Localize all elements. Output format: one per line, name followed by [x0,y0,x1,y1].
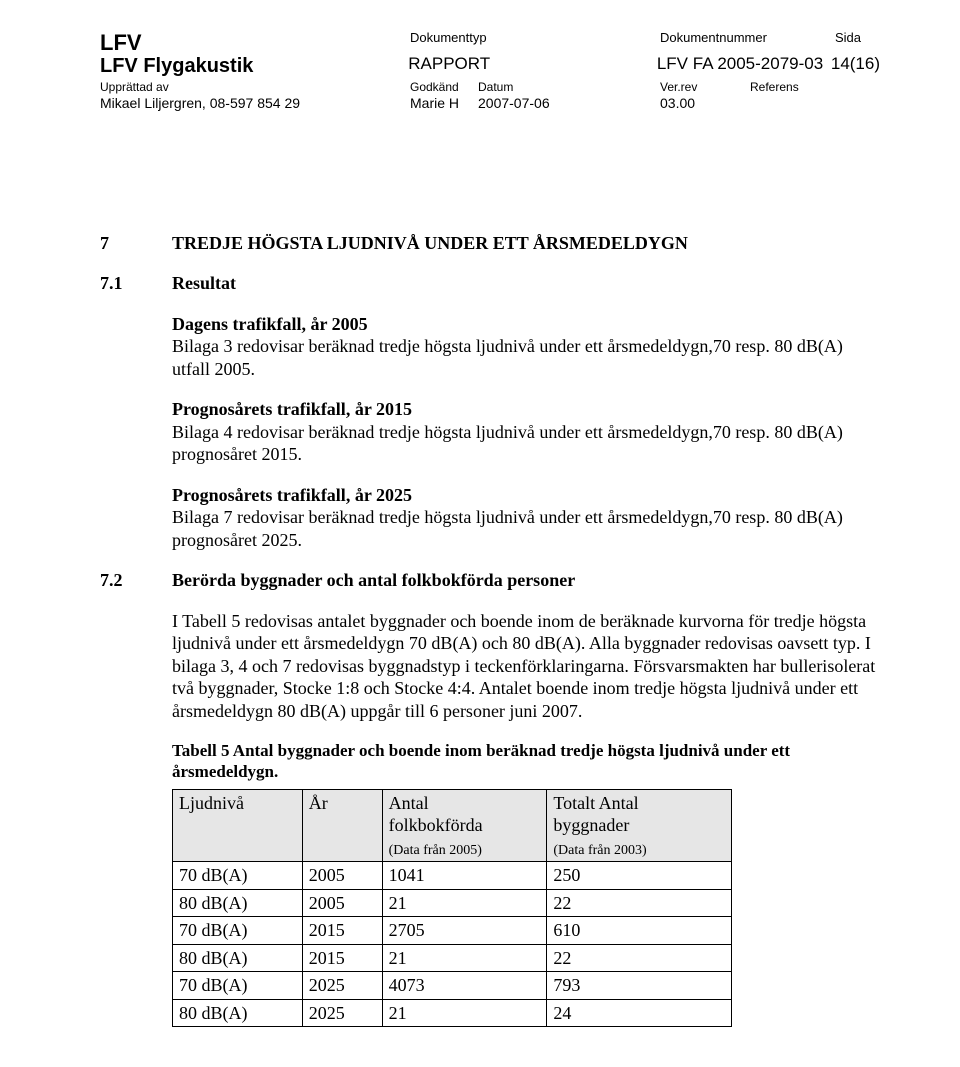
section-7-2-number: 7.2 [100,569,172,592]
section-7-2-heading: 7.2 Berörda byggnader och antal folkbokf… [100,569,880,592]
table-row: 80 dB(A) 2015 21 22 [173,944,732,972]
author-label: Upprättad av [100,80,410,94]
date-label: Datum [478,80,660,94]
doc-type-value: RAPPORT [408,54,657,78]
col-antal-line2: folkbokförda [389,815,483,835]
org-abbr: LFV [100,30,410,56]
section-7-2-body: I Tabell 5 redovisas antalet byggnader o… [172,610,880,723]
cell-ar: 2025 [302,972,382,1000]
table-body: 70 dB(A) 2005 1041 250 80 dB(A) 2005 21 … [173,862,732,1027]
paragraph-2005-body: Bilaga 3 redovisar beräknad tredje högst… [172,335,880,380]
cell-byggnader: 250 [547,862,732,890]
paragraph-2025: Prognosårets trafikfall, år 2025 Bilaga … [172,484,880,552]
approved-value: Marie H [410,95,478,112]
section-7-1-title: Resultat [172,272,236,295]
section-7-number: 7 [100,232,172,255]
col-totalt-line2: byggnader [553,815,629,835]
col-totalt-line1: Totalt Antal [553,793,638,813]
section-7-2-title: Berörda byggnader och antal folkbokförda… [172,569,575,592]
cell-byggnader: 610 [547,917,732,945]
cell-byggnader: 22 [547,889,732,917]
cell-ar: 2015 [302,944,382,972]
version-label: Ver.rev [660,80,750,94]
author-value: Mikael Liljergren, 08-597 854 29 [100,95,410,112]
cell-ljudniva: 70 dB(A) [173,917,303,945]
paragraph-2005-lead: Dagens trafikfall, år 2005 [172,313,880,336]
cell-antal: 2705 [382,917,547,945]
doc-number-label: Dokumentnummer [660,30,835,56]
cell-byggnader: 793 [547,972,732,1000]
paragraph-2025-lead: Prognosårets trafikfall, år 2025 [172,484,880,507]
section-7-1-number: 7.1 [100,272,172,295]
col-antal-sub: (Data från 2005) [389,843,482,858]
table-header-row: Ljudnivå År Antal folkbokförda (Data frå… [173,789,732,862]
section-7-title: TREDJE HÖGSTA LJUDNIVÅ UNDER ETT ÅRSMEDE… [172,232,688,255]
paragraph-2025-body: Bilaga 7 redovisar beräknad tredje högst… [172,506,880,551]
col-totalt-sub: (Data från 2003) [553,843,646,858]
section-7-heading: 7 TREDJE HÖGSTA LJUDNIVÅ UNDER ETT ÅRSME… [100,232,880,255]
approved-label: Godkänd [410,80,478,94]
org-dept: LFV Flygakustik [100,54,408,78]
section-7-1-heading: 7.1 Resultat [100,272,880,295]
doc-number-value: LFV FA 2005-2079-03 [657,54,831,78]
col-ar: År [302,789,382,862]
table-row: 80 dB(A) 2025 21 24 [173,999,732,1027]
cell-byggnader: 24 [547,999,732,1027]
cell-ljudniva: 70 dB(A) [173,972,303,1000]
table-row: 80 dB(A) 2005 21 22 [173,889,732,917]
paragraph-2015-lead: Prognosårets trafikfall, år 2015 [172,398,880,421]
cell-ljudniva: 80 dB(A) [173,944,303,972]
paragraph-2015: Prognosårets trafikfall, år 2015 Bilaga … [172,398,880,466]
table-5-caption: Tabell 5 Antal byggnader och boende inom… [172,740,880,783]
paragraph-2005: Dagens trafikfall, år 2005 Bilaga 3 redo… [172,313,880,381]
cell-ar: 2005 [302,862,382,890]
reference-label: Referens [750,80,799,94]
doc-type-label: Dokumenttyp [410,30,660,56]
cell-antal: 21 [382,889,547,917]
table-row: 70 dB(A) 2005 1041 250 [173,862,732,890]
page-value: 14(16) [831,54,880,78]
cell-ljudniva: 80 dB(A) [173,889,303,917]
table-row: 70 dB(A) 2025 4073 793 [173,972,732,1000]
cell-ljudniva: 70 dB(A) [173,862,303,890]
date-value: 2007-07-06 [478,95,660,112]
cell-ljudniva: 80 dB(A) [173,999,303,1027]
page-label: Sida [835,30,861,56]
table-row: 70 dB(A) 2015 2705 610 [173,917,732,945]
cell-antal: 21 [382,944,547,972]
document-header: LFV Dokumenttyp Dokumentnummer Sida LFV … [100,30,880,112]
cell-ar: 2025 [302,999,382,1027]
cell-ar: 2005 [302,889,382,917]
cell-byggnader: 22 [547,944,732,972]
cell-antal: 21 [382,999,547,1027]
version-value: 03.00 [660,95,750,112]
col-antal-line1: Antal [389,793,429,813]
cell-antal: 4073 [382,972,547,1000]
col-totalt-byggnader: Totalt Antal byggnader (Data från 2003) [547,789,732,862]
col-antal-folkbokforda: Antal folkbokförda (Data från 2005) [382,789,547,862]
cell-antal: 1041 [382,862,547,890]
paragraph-2015-body: Bilaga 4 redovisar beräknad tredje högst… [172,421,880,466]
col-ljudniva: Ljudnivå [173,789,303,862]
table-5: Ljudnivå År Antal folkbokförda (Data frå… [172,789,732,1028]
cell-ar: 2015 [302,917,382,945]
